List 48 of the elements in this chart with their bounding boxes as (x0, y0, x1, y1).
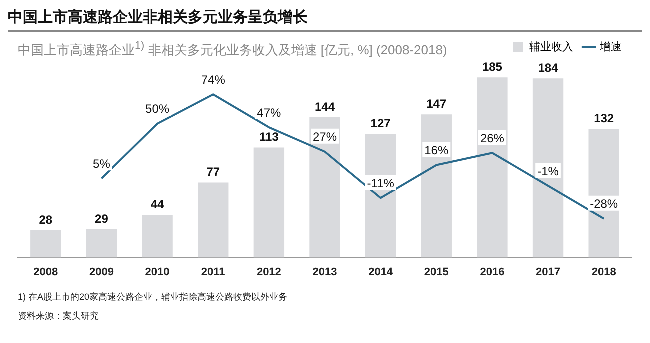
data-label: 144 (314, 100, 336, 114)
bar (254, 148, 285, 258)
data-label: 77 (206, 165, 220, 180)
text: 资料来源：案头研究 (18, 310, 100, 323)
data-label: 185 (482, 60, 503, 74)
data-label: 147 (426, 96, 447, 111)
bar (477, 78, 508, 258)
data-label: 50% (146, 102, 170, 116)
data-label: 29 (95, 212, 109, 226)
data-label: 26% (480, 131, 505, 146)
x-tick-label: 2009 (89, 266, 114, 278)
bar (142, 214, 173, 258)
x-tick-label: 2018 (592, 266, 616, 278)
data-label: -1% (538, 164, 560, 178)
bar (365, 134, 396, 258)
legend-label: 增速 (599, 40, 622, 54)
x-tick-label: 2013 (312, 266, 338, 278)
x-tick-label: 2011 (201, 266, 226, 278)
data-label: 28 (39, 212, 53, 227)
legend-label: 辅业收入 (530, 40, 574, 54)
data-label: 113 (260, 130, 280, 144)
bar (30, 230, 62, 258)
bar (198, 182, 229, 258)
data-label: -11% (367, 176, 395, 190)
data-label: 47% (257, 106, 282, 120)
x-tick-label: 2014 (368, 266, 394, 278)
data-label: 132 (594, 112, 614, 126)
data-label: 5% (93, 156, 111, 171)
data-label: 74% (201, 72, 226, 87)
data-label: 27% (312, 130, 338, 144)
chart-subtitle: 中国上市高速路企业$^{1)}$ 非相关多元化业务收入及增速 [亿元, %] (2008-2018) (18, 40, 448, 60)
bar (532, 78, 564, 258)
data-label: 16% (424, 144, 449, 158)
data-label: 184 (538, 60, 559, 75)
x-tick-label: 2017 (536, 266, 561, 278)
data-label: -28% (590, 197, 618, 212)
data-label: 127 (370, 116, 392, 130)
bar (421, 114, 452, 258)
x-tick-label: 2016 (480, 266, 505, 278)
x-tick-label: 2010 (145, 266, 170, 278)
text: 1) 在A股上市的20家高速公路企业，辅业指除高速公路收费以外业务 (18, 291, 289, 304)
x-tick-label: 2008 (34, 266, 58, 278)
bar (310, 118, 340, 258)
x-tick-label: 2012 (256, 266, 282, 278)
x-tick-label: 2015 (424, 266, 449, 278)
data-label: 44 (150, 197, 165, 212)
chart-title: 中国上市高速路企业非相关多元业务呈负增长 (8, 8, 309, 28)
bar (86, 230, 118, 258)
